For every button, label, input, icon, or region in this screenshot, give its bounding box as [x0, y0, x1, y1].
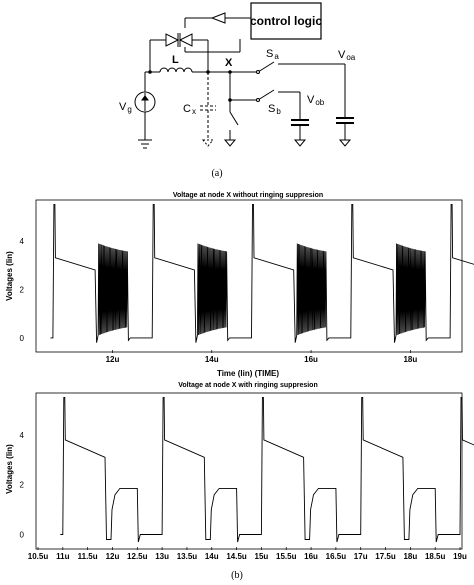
caption-a: (a)	[211, 168, 223, 179]
label-Voa: Voa	[338, 49, 356, 62]
control-logic-label: control logic	[250, 14, 322, 28]
chart2-xtick: 10.5u	[28, 552, 49, 561]
chart2-xtick: 12.5u	[127, 552, 148, 561]
label-Sa: Sa	[266, 48, 279, 61]
chart2-xtick: 13u	[155, 552, 169, 561]
chart2-xtick: 15u	[255, 552, 269, 561]
label-Cx: Cx	[183, 103, 196, 116]
chart2-ytick: 4	[20, 431, 25, 440]
label-L: L	[172, 54, 179, 66]
circuit-schematic: control logic L X Sa Sb Voa Vob Vg Cx	[119, 2, 356, 149]
chart2-voltage-line	[60, 397, 474, 543]
chart2-xtick: 16.5u	[326, 552, 347, 561]
chart2-xtick: 15.5u	[276, 552, 297, 561]
chart2-xtick: 11.5u	[78, 552, 98, 561]
chart2-title: Voltage at node X with ringing suppresio…	[178, 382, 318, 389]
chart-without-suppression: Voltage at node X without ringing suppre…	[5, 192, 474, 378]
chart2-xtick: 14.5u	[226, 552, 247, 561]
chart2-ytick: 0	[20, 531, 25, 540]
chart1-xlabel: Time (lin) (TIME)	[217, 369, 279, 378]
chart1-xtick: 18u	[403, 355, 417, 364]
chart1-xtick: 12u	[106, 355, 120, 364]
chart2-xtick: 17.5u	[375, 552, 396, 561]
chart1-ytick: 2	[20, 285, 25, 294]
chart2-xtick: 18.5u	[425, 552, 446, 561]
chart1-ylabel: Voltages (lin)	[5, 251, 14, 301]
label-Vob: Vob	[307, 94, 325, 107]
chart-with-suppression: Voltage at node X with ringing suppresio…	[5, 382, 474, 561]
chart2-ylabel: Voltages (lin)	[5, 444, 14, 494]
label-Vg: Vg	[119, 101, 132, 114]
chart2-xtick: 13.5u	[177, 552, 198, 561]
chart1-title: Voltage at node X without ringing suppre…	[173, 192, 323, 199]
chart2-ytick: 2	[20, 481, 25, 490]
chart1-voltage-line	[50, 203, 474, 343]
chart1-xtick: 14u	[205, 355, 219, 364]
chart1-xtick: 16u	[304, 355, 318, 364]
chart1-ytick: 4	[20, 237, 25, 246]
chart2-xtick: 11u	[56, 552, 69, 561]
chart1-ytick: 0	[20, 334, 25, 343]
label-X: X	[225, 57, 233, 69]
chart2-xtick: 12u	[106, 552, 120, 561]
label-Sb: Sb	[268, 103, 281, 116]
caption-b: (b)	[231, 570, 243, 581]
chart2-xtick: 16u	[304, 552, 318, 561]
chart2-xtick: 19u	[453, 552, 467, 561]
chart2-xtick: 18u	[403, 552, 417, 561]
chart2-xtick: 14u	[205, 552, 219, 561]
control-logic-box	[250, 2, 322, 40]
chart2-xtick: 17u	[354, 552, 368, 561]
